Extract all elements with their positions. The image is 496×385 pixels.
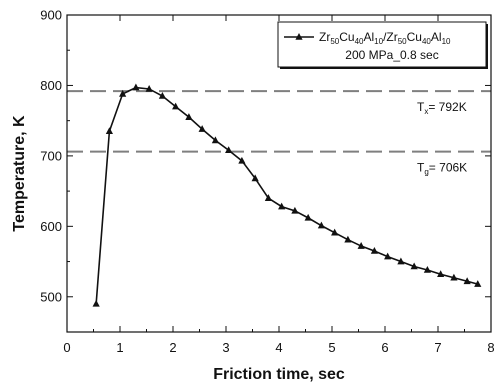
legend-condition-label: 200 MPa_0.8 sec xyxy=(345,48,438,62)
data-point xyxy=(225,146,233,154)
y-tick-label: 600 xyxy=(40,219,62,234)
data-point xyxy=(397,257,405,265)
x-tick-label: 2 xyxy=(169,340,176,355)
axis-ticks: 0 1 2 3 4 5 6 7 8 500 600 700 800 900 xyxy=(40,8,494,356)
y-axis-title: Temperature, K xyxy=(11,115,28,232)
data-point xyxy=(105,127,113,135)
data-point xyxy=(423,266,431,273)
x-tick-label: 3 xyxy=(222,340,229,355)
y-tick-label: 800 xyxy=(40,78,62,93)
x-tick-label: 7 xyxy=(434,340,441,355)
data-point xyxy=(119,89,127,97)
reference-lines: Tx= 792K Tg= 706K xyxy=(67,90,491,177)
y-tick-label: 500 xyxy=(40,289,62,304)
x-tick-label: 1 xyxy=(116,340,123,355)
data-point xyxy=(145,84,153,92)
legend: Zr50Cu40Al10/Zr50Cu40Al10 200 MPa_0.8 sec xyxy=(277,21,488,69)
data-point xyxy=(291,206,299,214)
data-point xyxy=(344,235,352,243)
data-point xyxy=(92,299,100,307)
data-point xyxy=(331,228,339,236)
data-point xyxy=(474,280,482,287)
legend-marker-swatch xyxy=(295,33,303,40)
data-point xyxy=(384,252,392,260)
series-line xyxy=(95,86,478,304)
data-point xyxy=(238,156,246,164)
data-point xyxy=(370,246,378,254)
data-point xyxy=(450,273,458,281)
series-layer xyxy=(92,83,482,307)
x-axis-title: Friction time, sec xyxy=(213,366,345,383)
reference-label-x: Tx= 792K xyxy=(417,100,467,116)
legend-box xyxy=(277,21,487,68)
data-point xyxy=(410,262,418,270)
y-tick-label: 700 xyxy=(40,148,62,163)
data-point xyxy=(357,242,365,249)
data-point xyxy=(211,136,219,144)
x-tick-label: 5 xyxy=(328,340,335,355)
x-tick-label: 6 xyxy=(381,340,388,355)
data-point xyxy=(437,270,445,278)
data-point xyxy=(463,277,471,285)
x-tick-label: 4 xyxy=(275,340,282,355)
data-point xyxy=(158,92,166,99)
reference-label-g: Tg= 706K xyxy=(417,161,467,177)
data-point xyxy=(251,174,259,182)
legend-series-name: Zr50Cu40Al10/Zr50Cu40Al10 xyxy=(319,30,451,46)
data-point xyxy=(317,221,325,229)
data-point xyxy=(132,83,140,91)
x-tick-label: 8 xyxy=(487,340,494,355)
data-point xyxy=(264,194,272,201)
data-point xyxy=(278,202,286,210)
x-tick-label: 0 xyxy=(63,340,70,355)
data-point xyxy=(304,213,312,221)
y-tick-label: 900 xyxy=(40,8,62,23)
data-point xyxy=(172,102,180,110)
data-point xyxy=(185,113,193,120)
data-point xyxy=(198,125,206,132)
